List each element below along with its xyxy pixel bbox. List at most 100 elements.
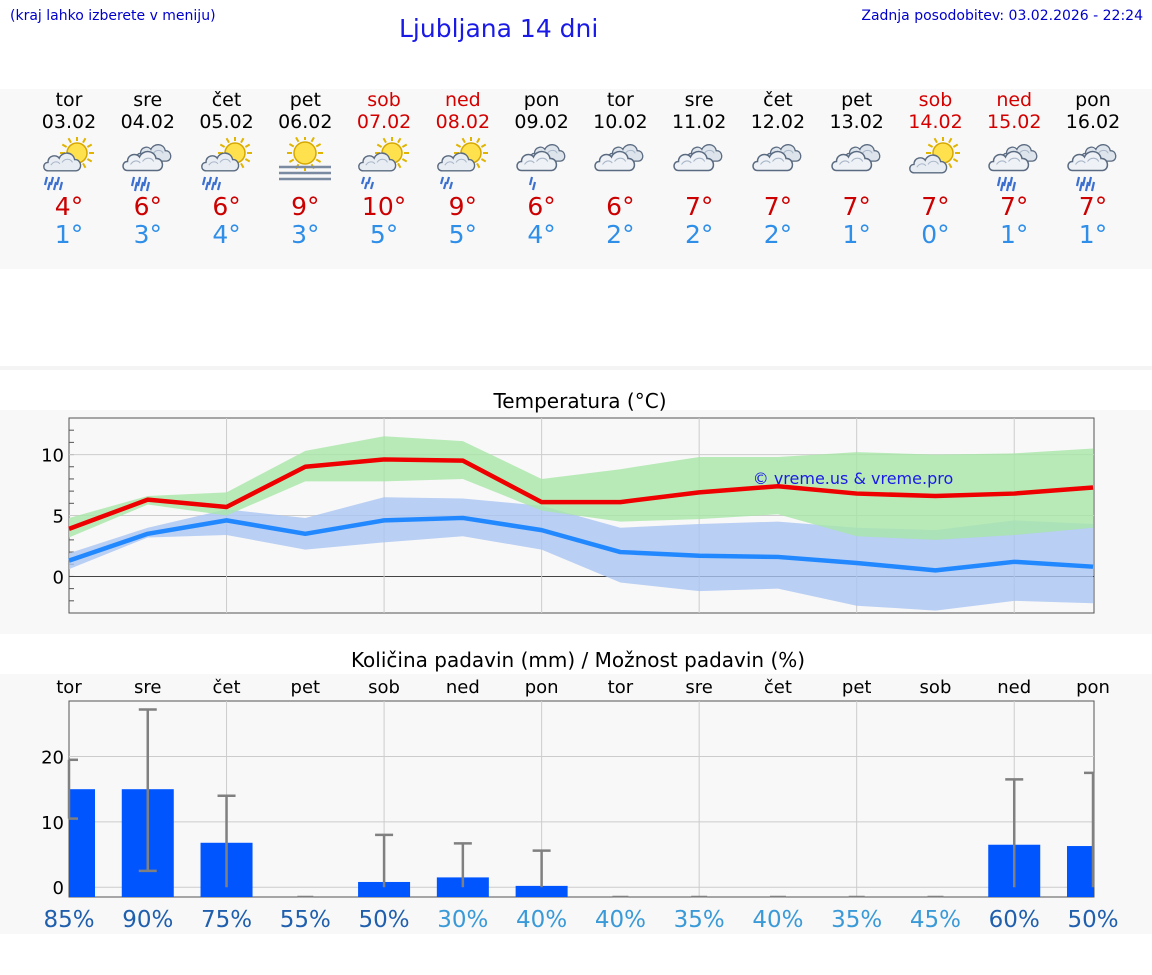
temperature-y-tick-label: 5 <box>53 507 64 528</box>
separator <box>0 366 1152 370</box>
cloudy-icon <box>588 137 652 195</box>
day-weekday: tor <box>55 89 83 111</box>
day-min-temp: 3° <box>291 220 320 249</box>
cloudy-rain-icon <box>116 137 180 195</box>
day-min-temp: 0° <box>921 220 950 249</box>
day-date: 09.02 <box>514 111 569 133</box>
precipitation-chart-title: Količina padavin (mm) / Možnost padavin … <box>351 648 805 672</box>
precipitation-day-label: tor <box>608 677 634 698</box>
precipitation-probability-label: 40% <box>752 907 803 933</box>
precipitation-y-tick-label: 20 <box>41 748 64 769</box>
day-max-temp: 6° <box>133 192 162 221</box>
precipitation-day-label: pon <box>525 677 559 698</box>
day-min-temp: 5° <box>369 220 399 249</box>
day-max-temp: 6° <box>212 192 241 221</box>
day-forecast: tor 03.02 4° 1° <box>30 89 108 249</box>
day-forecast: tor 10.02 6° 2° <box>581 89 659 249</box>
cloudy-icon <box>825 137 889 195</box>
day-weekday: čet <box>763 89 793 111</box>
partly-sunny-icon <box>903 136 967 195</box>
day-min-temp: 5° <box>448 220 478 249</box>
precipitation-day-label: sob <box>368 677 400 698</box>
day-min-temp: 4° <box>212 220 241 249</box>
precipitation-probability-label: 35% <box>831 907 882 933</box>
day-max-temp: 6° <box>606 192 635 221</box>
precipitation-probability-label: 85% <box>43 907 94 933</box>
day-forecast: pon 16.02 7° 1° <box>1054 89 1132 249</box>
day-forecast: pon 09.02 6° 4° <box>503 89 581 249</box>
max-temp-line <box>68 457 1094 532</box>
precipitation-y-tick-label: 0 <box>53 878 64 899</box>
day-forecast: sob 14.02 7° 0° <box>896 89 974 249</box>
min-temp-line <box>68 515 1094 573</box>
day-min-temp: 2° <box>684 220 714 249</box>
day-min-temp: 1° <box>1078 220 1108 249</box>
day-date: 14.02 <box>908 111 963 133</box>
day-weekday: tor <box>606 89 634 111</box>
precipitation-day-label: sre <box>685 677 712 698</box>
day-weekday: pet <box>841 89 873 111</box>
day-max-temp: 7° <box>763 192 793 221</box>
sun-fog-icon <box>273 135 337 195</box>
precipitation-probability-label: 30% <box>437 907 488 933</box>
day-weekday: pet <box>289 89 321 111</box>
precipitation-day-label: pet <box>842 677 872 698</box>
day-date: 05.02 <box>199 111 254 133</box>
temperature-chart-title: Temperatura (°C) <box>492 389 666 413</box>
day-forecast: pet 06.02 9° 3° <box>266 89 344 249</box>
day-weekday: ned <box>996 89 1033 111</box>
day-max-temp: 7° <box>842 192 871 221</box>
day-date: 03.02 <box>41 111 97 133</box>
day-min-temp: 1° <box>54 220 84 249</box>
day-forecast: ned 08.02 9° 5° <box>424 89 502 249</box>
day-weekday: sre <box>133 89 163 111</box>
cloudy-rain-icon <box>982 137 1046 195</box>
watermark: © vreme.us & vreme.pro <box>753 469 954 488</box>
precipitation-day-label: pet <box>291 677 321 698</box>
day-date: 08.02 <box>435 111 491 133</box>
day-min-temp: 4° <box>527 220 556 249</box>
day-weekday: pon <box>523 89 560 111</box>
last-update: Zadnja posodobitev: 03.02.2026 - 22:24 <box>861 8 1143 24</box>
day-date: 10.02 <box>593 111 648 133</box>
precipitation-probability-label: 50% <box>359 907 410 933</box>
page-title: Ljubljana 14 dni <box>399 14 599 43</box>
precipitation-day-label: ned <box>997 677 1031 698</box>
precipitation-probability-label: 45% <box>910 907 961 933</box>
partly-sunny-rain-icon <box>195 136 259 195</box>
day-weekday: ned <box>444 89 481 111</box>
day-forecast: pet 13.02 7° 1° <box>818 89 896 249</box>
partly-sunny-rain-icon <box>37 136 101 195</box>
precipitation-bar <box>515 885 568 897</box>
day-max-temp: 7° <box>921 192 950 221</box>
day-forecast: sre 04.02 6° 3° <box>109 89 187 249</box>
precipitation-y-tick-label: 10 <box>41 813 64 834</box>
day-forecast: sob 07.02 10° 5° <box>345 89 423 249</box>
precipitation-probability-label: 90% <box>122 907 173 933</box>
temperature-y-tick-label: 0 <box>53 567 64 588</box>
day-weekday: čet <box>211 89 242 111</box>
day-weekday: sre <box>684 89 714 111</box>
precipitation-day-label: sob <box>920 677 952 698</box>
partly-sunny-light-rain-icon <box>352 136 416 195</box>
precipitation-probability-label: 55% <box>280 907 331 933</box>
day-min-temp: 1° <box>842 220 871 249</box>
day-date: 15.02 <box>987 111 1042 133</box>
day-min-temp: 1° <box>1000 220 1029 249</box>
precipitation-probability-label: 35% <box>674 907 725 933</box>
daily-forecast-band <box>0 89 1152 269</box>
precipitation-day-label: pon <box>1076 677 1110 698</box>
precipitation-day-label: sre <box>134 677 161 698</box>
precipitation-day-label: čet <box>213 677 241 698</box>
day-min-temp: 2° <box>763 220 793 249</box>
day-max-temp: 9° <box>291 192 320 221</box>
max-temp-range-band <box>69 436 1094 540</box>
day-min-temp: 3° <box>133 220 162 249</box>
precipitation-day-label: tor <box>56 677 82 698</box>
precipitation-probability-label: 40% <box>516 907 567 933</box>
day-forecast: čet 05.02 6° 4° <box>188 89 266 249</box>
precipitation-bar <box>1067 846 1094 897</box>
location-hint: (kraj lahko izberete v meniju) <box>10 8 216 24</box>
day-min-temp: 2° <box>606 220 635 249</box>
precipitation-probability-label: 50% <box>1067 907 1118 933</box>
